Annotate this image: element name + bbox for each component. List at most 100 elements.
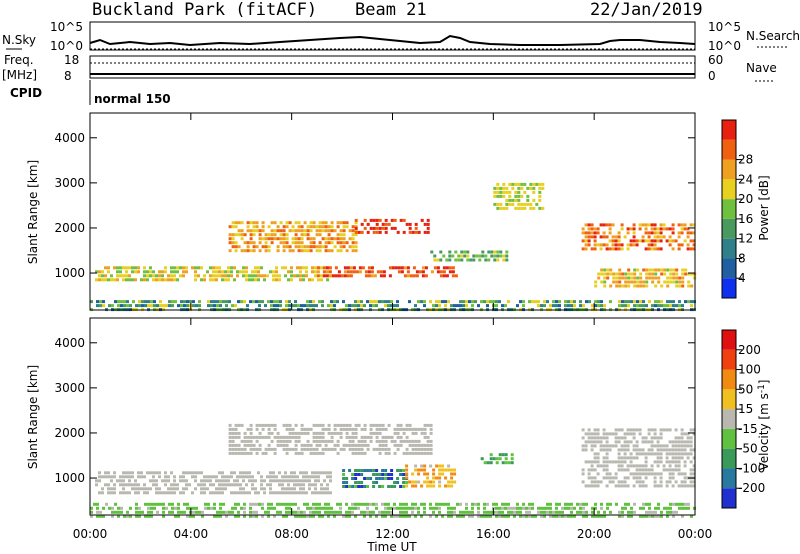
- data-cell: [378, 443, 382, 447]
- data-cell: [294, 510, 297, 514]
- data-cell: [126, 300, 129, 304]
- data-cell: [663, 304, 666, 308]
- data-cell: [504, 461, 508, 465]
- data-cell: [210, 506, 213, 510]
- data-cell: [678, 300, 681, 304]
- data-cell: [351, 439, 355, 443]
- data-cell: [599, 464, 603, 468]
- data-cell: [493, 258, 497, 262]
- data-cell: [441, 468, 445, 472]
- data-cell: [399, 443, 403, 447]
- data-cell: [123, 300, 126, 304]
- data-cell: [219, 502, 222, 506]
- data-cell: [273, 435, 277, 439]
- data-cell: [240, 221, 244, 225]
- data-cell: [378, 431, 382, 435]
- data-cell: [388, 266, 392, 270]
- data-cell: [656, 472, 660, 476]
- data-cell: [584, 239, 588, 243]
- data-cell: [119, 270, 122, 274]
- data-cell: [590, 460, 594, 464]
- data-cell: [342, 427, 346, 431]
- velocity-colorbar-tick-label: 100: [738, 363, 761, 377]
- data-cell: [234, 502, 237, 506]
- data-cell: [647, 239, 651, 243]
- data-cell: [519, 300, 522, 304]
- data-cell: [113, 491, 116, 495]
- data-cell: [372, 469, 376, 472]
- data-cell: [596, 440, 600, 444]
- data-cell: [460, 258, 464, 262]
- data-cell: [508, 198, 512, 202]
- data-cell: [387, 510, 390, 514]
- data-cell: [662, 464, 666, 468]
- data-cell: [426, 423, 430, 427]
- data-cell: [405, 427, 409, 431]
- data-cell: [234, 447, 238, 451]
- data-cell: [161, 270, 164, 274]
- data-cell: [602, 476, 606, 480]
- data-cell: [668, 227, 672, 231]
- data-cell: [675, 510, 678, 514]
- data-cell: [629, 428, 633, 432]
- data-cell: [334, 266, 338, 270]
- data-cell: [269, 479, 272, 483]
- data-cell: [158, 274, 161, 278]
- data-cell: [227, 270, 230, 274]
- data-cell: [659, 476, 663, 480]
- data-cell: [212, 475, 215, 479]
- data-cell: [309, 300, 312, 304]
- data-cell: [692, 468, 696, 472]
- data-cell: [484, 254, 488, 258]
- data-cell: [405, 451, 409, 455]
- data-cell: [155, 491, 158, 495]
- data-cell: [167, 274, 170, 278]
- data-cell: [450, 476, 454, 480]
- data-cell: [432, 468, 436, 472]
- data-cell: [435, 506, 438, 510]
- data-cell: [596, 436, 600, 440]
- data-cell: [654, 300, 657, 304]
- data-cell: [508, 190, 512, 194]
- data-cell: [297, 249, 301, 253]
- data-cell: [96, 502, 99, 506]
- data-cell: [215, 278, 218, 282]
- data-cell: [116, 479, 119, 483]
- data-cell: [659, 231, 663, 235]
- data-cell: [352, 266, 356, 270]
- data-cell: [381, 427, 385, 431]
- data-cell: [300, 237, 304, 241]
- data-cell: [213, 502, 216, 506]
- data-cell: [299, 266, 302, 270]
- data-cell: [237, 221, 241, 225]
- data-cell: [501, 461, 505, 465]
- data-cell: [650, 464, 654, 468]
- data-cell: [495, 304, 498, 308]
- data-cell: [237, 435, 241, 439]
- data-cell: [432, 506, 435, 510]
- data-cell: [538, 190, 542, 194]
- data-cell: [451, 270, 455, 274]
- data-cell: [122, 274, 125, 278]
- data-cell: [261, 506, 264, 510]
- data-cell: [393, 304, 396, 308]
- data-cell: [95, 479, 98, 483]
- data-cell: [342, 447, 346, 451]
- data-cell: [632, 444, 636, 448]
- data-cell: [378, 423, 382, 427]
- data-cell: [324, 439, 328, 443]
- data-cell: [453, 304, 456, 308]
- data-cell: [490, 250, 494, 254]
- data-cell: [252, 233, 256, 237]
- data-cell: [206, 479, 209, 483]
- data-cell: [294, 435, 298, 439]
- data-cell: [570, 514, 573, 518]
- data-cell: [279, 435, 283, 439]
- data-cell: [525, 514, 528, 518]
- y-tick-label: 1000: [54, 471, 85, 485]
- data-cell: [246, 439, 250, 443]
- data-cell: [411, 443, 415, 447]
- data-cell: [234, 427, 238, 431]
- data-cell: [552, 300, 555, 304]
- data-cell: [650, 472, 654, 476]
